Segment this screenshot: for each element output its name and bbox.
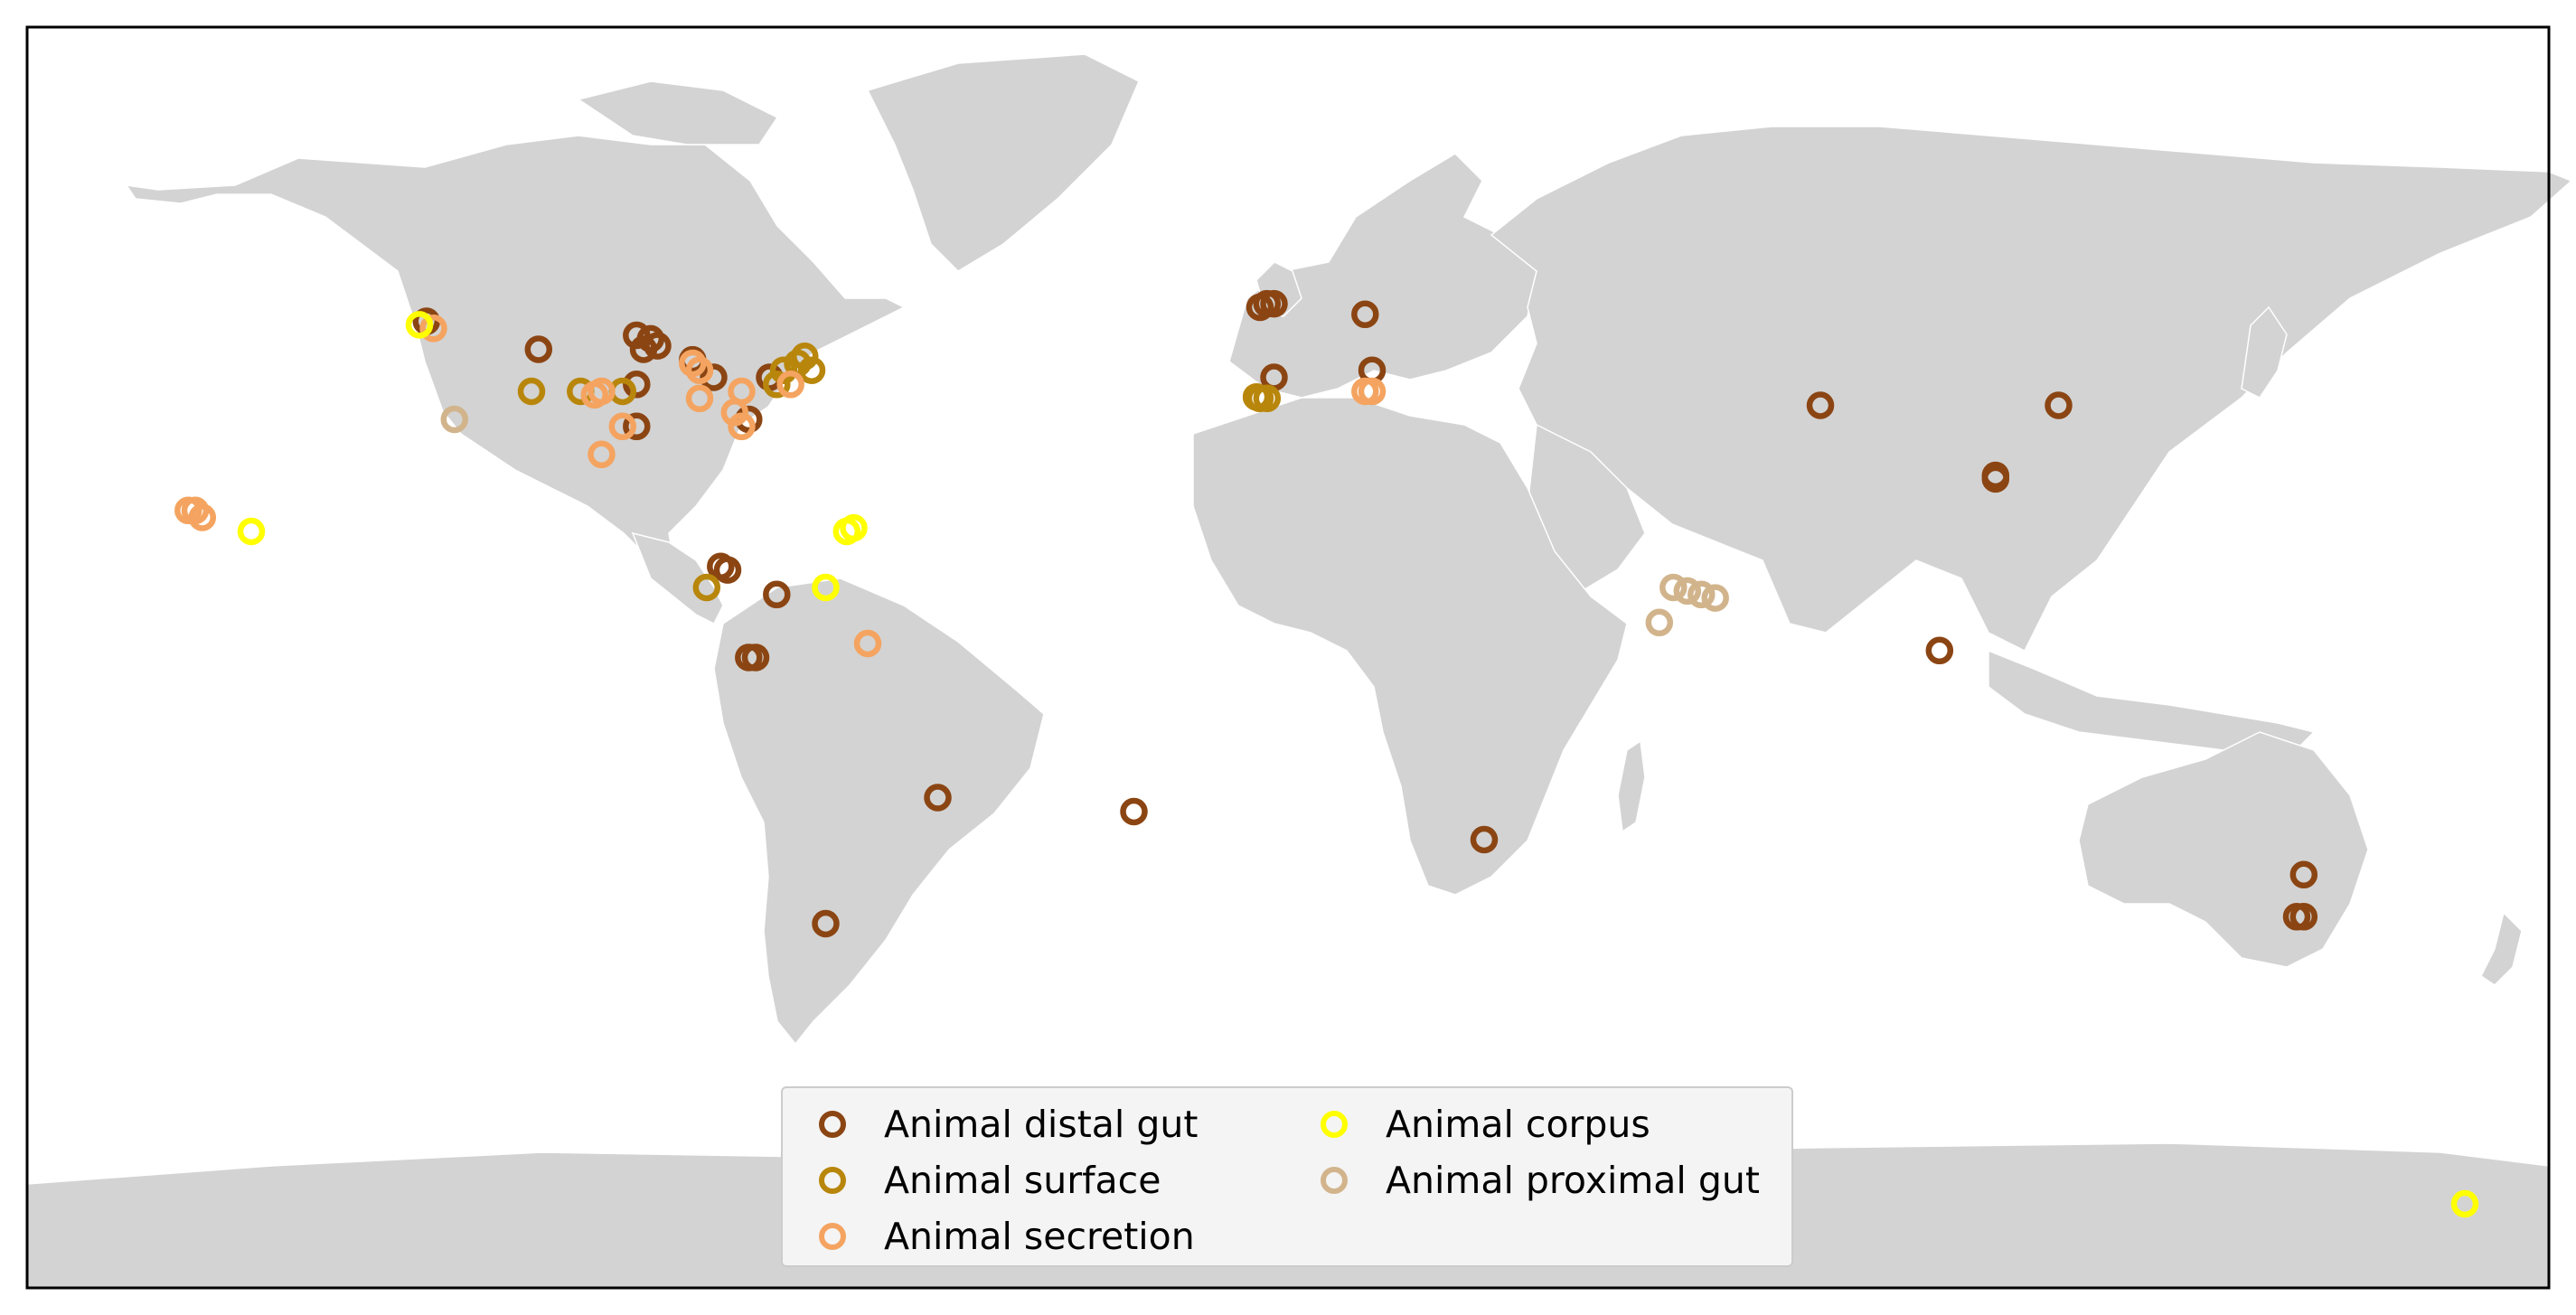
marker-animal-surface (769, 356, 798, 384)
marker-animal-distal-gut (1925, 636, 1954, 665)
marker-animal-distal-gut (524, 335, 553, 363)
sample-markers (174, 289, 2479, 1218)
marker-animal-secretion (776, 371, 804, 399)
legend-item-corpus: Animal corpus (1284, 1099, 1650, 1150)
marker-animal-surface (763, 371, 791, 399)
marker-animal-secretion (188, 503, 217, 531)
marker-animal-distal-gut (623, 412, 651, 441)
marker-animal-secretion (685, 356, 714, 384)
marker-animal-secretion (608, 412, 637, 441)
marker-animal-corpus (237, 517, 266, 546)
legend-marker-distal-gut (819, 1111, 846, 1138)
legend-label-proximal-gut: Animal proximal gut (1386, 1159, 1760, 1202)
marker-animal-distal-gut (1120, 797, 1148, 826)
landmass-madagascar (1617, 739, 1646, 833)
marker-animal-distal-gut (2289, 903, 2318, 931)
marker-animal-distal-gut (623, 321, 651, 350)
legend-marker-proximal-gut (1321, 1167, 1348, 1194)
marker-animal-surface (692, 573, 721, 602)
legend-marker-secretion (819, 1223, 846, 1250)
marker-animal-distal-gut (713, 556, 742, 584)
legend-marker-corpus (1321, 1111, 1348, 1138)
marker-animal-distal-gut (812, 909, 840, 938)
legend-label-corpus: Animal corpus (1386, 1103, 1650, 1146)
marker-animal-corpus (832, 517, 861, 546)
marker-animal-proximal-gut (1673, 577, 1702, 606)
legend-label-distal-gut: Animal distal gut (884, 1103, 1199, 1146)
landmass-indonesia (1988, 649, 2316, 751)
marker-animal-distal-gut (924, 784, 952, 812)
marker-animal-proximal-gut (440, 405, 469, 434)
marker-animal-distal-gut (741, 643, 770, 672)
marker-animal-secretion (685, 384, 714, 413)
marker-animal-corpus (2450, 1189, 2479, 1218)
marker-animal-proximal-gut (1688, 580, 1716, 609)
marker-animal-distal-gut (1981, 465, 2010, 493)
marker-animal-distal-gut (700, 363, 728, 391)
legend-label-secretion: Animal secretion (884, 1215, 1195, 1258)
marker-animal-surface (797, 356, 826, 384)
marker-animal-secretion (1358, 377, 1387, 406)
legend-marker-surface (819, 1167, 846, 1194)
marker-animal-secretion (720, 399, 749, 427)
landmass-japan (2241, 305, 2288, 399)
marker-animal-distal-gut (1351, 300, 1379, 329)
landmass-central-america (631, 531, 724, 625)
landmass-new-zealand (2480, 911, 2523, 986)
marker-animal-proximal-gut (1645, 608, 1674, 637)
marker-animal-secretion (588, 440, 616, 469)
legend-label-surface: Animal surface (884, 1159, 1161, 1202)
landmass-arctic-islands (577, 80, 779, 146)
marker-animal-distal-gut (2045, 391, 2073, 419)
marker-animal-distal-gut (2289, 860, 2318, 889)
landmass-south-america (713, 578, 1045, 1046)
marker-animal-surface (517, 377, 546, 406)
map-border (25, 25, 2551, 1290)
marker-animal-distal-gut (623, 371, 651, 399)
legend-item-distal-gut: Animal distal gut (783, 1099, 1198, 1150)
marker-animal-distal-gut (1470, 825, 1499, 854)
landmass-africa (1192, 397, 1628, 896)
legend-item-surface: Animal surface (783, 1155, 1161, 1206)
marker-animal-distal-gut (644, 332, 672, 360)
legend: Animal distal gut Animal surface Animal … (781, 1086, 1793, 1267)
marker-animal-surface (791, 343, 819, 371)
marker-animal-proximal-gut (1701, 584, 1729, 612)
marker-animal-corpus (405, 311, 434, 339)
marker-animal-secretion (580, 380, 609, 409)
marker-animal-surface (1242, 382, 1271, 411)
marker-animal-secretion (853, 629, 882, 658)
marker-animal-distal-gut (629, 335, 658, 363)
marker-animal-distal-gut (1260, 289, 1288, 318)
marker-animal-secretion (419, 315, 447, 343)
marker-animal-secretion (728, 412, 756, 441)
legend-item-secretion: Animal secretion (783, 1211, 1195, 1262)
landmass-greenland (866, 53, 1140, 272)
marker-animal-proximal-gut (1659, 573, 1688, 602)
marker-animal-distal-gut (1806, 391, 1835, 419)
marker-animal-corpus (812, 573, 840, 602)
legend-item-proximal-gut: Animal proximal gut (1284, 1155, 1760, 1206)
marker-animal-distal-gut (763, 580, 791, 609)
